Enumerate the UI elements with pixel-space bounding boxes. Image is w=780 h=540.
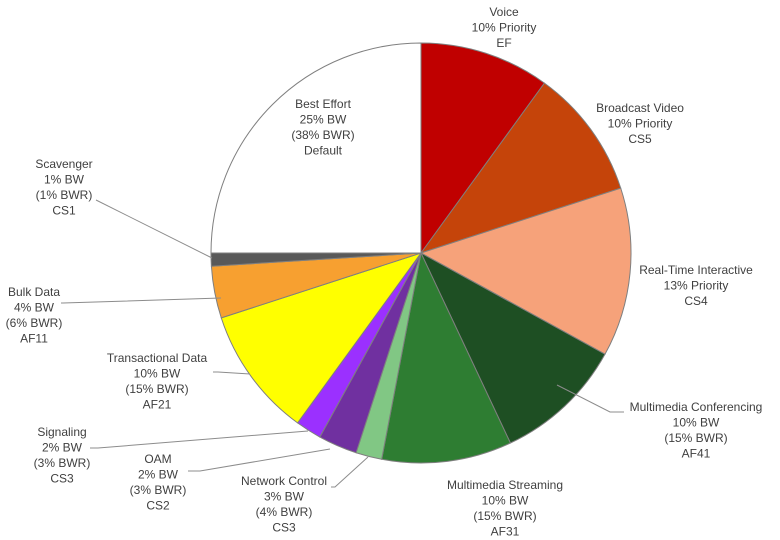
leader-line-5 [331, 456, 369, 488]
leader-lines [61, 199, 624, 488]
slice-label-6: OAM 2% BW (3% BWR) CS2 [130, 452, 187, 513]
pie-slice-0 [420, 42, 546, 255]
slice-label-line: Multimedia Conferencing [630, 400, 763, 414]
slice-label-0: Voice 10% Priority EF [472, 5, 537, 50]
slice-label-line: AF21 [143, 398, 172, 412]
pie-slices [210, 42, 632, 464]
slice-label-line: 10% BW [134, 367, 181, 381]
slice-label-line: 2% BW [138, 468, 179, 482]
slice-label-line: AF31 [491, 525, 520, 539]
slice-label-line: 10% BW [482, 494, 529, 508]
slice-label-line: Best Effort [295, 97, 351, 111]
slice-label-line: CS5 [628, 132, 652, 146]
slice-label-line: (15% BWR) [473, 509, 536, 523]
slice-label-line: AF41 [682, 447, 711, 461]
pie-slice-4 [381, 251, 512, 464]
slice-label-9: Bulk Data 4% BW (6% BWR) AF11 [6, 285, 63, 346]
slice-label-line: CS4 [684, 294, 708, 308]
slice-label-line: (1% BWR) [36, 188, 93, 202]
slice-label-line: 2% BW [42, 441, 83, 455]
slice-label-line: CS3 [272, 521, 296, 535]
slice-label-10: Scavenger 1% BW (1% BWR) CS1 [35, 157, 92, 218]
slice-label-line: 13% Priority [664, 279, 729, 293]
slice-label-line: (15% BWR) [664, 431, 727, 445]
slice-label-line: (38% BWR) [291, 128, 354, 142]
leader-line-7 [90, 430, 309, 449]
leader-line-6 [188, 448, 331, 472]
slice-label-line: (3% BWR) [130, 483, 187, 497]
slice-label-line: CS3 [50, 472, 74, 486]
slice-label-line: EF [496, 36, 511, 50]
slice-label-line: 25% BW [300, 113, 347, 127]
leader-line-10 [95, 199, 213, 259]
slice-label-line: CS1 [52, 204, 76, 218]
slice-label-line: (15% BWR) [125, 382, 188, 396]
slice-label-line: Network Control [241, 474, 327, 488]
slice-label-line: Transactional Data [107, 351, 208, 365]
slice-label-line: Real-Time Interactive [639, 263, 753, 277]
slice-label-line: Signaling [37, 425, 86, 439]
slice-label-line: 10% BW [673, 416, 720, 430]
slice-label-line: Voice [489, 5, 519, 19]
slice-label-3: Multimedia Conferencing 10% BW (15% BWR) AF… [630, 400, 763, 461]
pie-slice-11 [210, 42, 422, 254]
slice-label-line: (6% BWR) [6, 316, 63, 330]
pie-slice-8 [220, 252, 423, 424]
slice-label-line: 3% BW [264, 490, 305, 504]
leader-line-8 [213, 371, 251, 375]
slice-label-line: Broadcast Video [596, 101, 684, 115]
slice-label-line: 1% BW [44, 173, 85, 187]
slice-label-line: (3% BWR) [34, 456, 91, 470]
slice-label-line: AF11 [20, 332, 48, 346]
slice-label-line: (4% BWR) [256, 505, 313, 519]
slice-label-line: 10% Priority [472, 21, 537, 35]
slice-label-5: Network Control 3% BW (4% BWR) CS3 [241, 474, 327, 535]
slice-label-line: Bulk Data [8, 285, 60, 299]
leader-line-3 [556, 384, 624, 413]
slice-label-1: Broadcast Video 10% Priority CS5 [596, 101, 684, 146]
slice-label-line: Scavenger [35, 157, 92, 171]
slice-label-line: CS2 [146, 499, 170, 513]
pie-slice-1 [419, 82, 622, 254]
slice-label-line: OAM [144, 452, 171, 466]
slice-label-8: Transactional Data 10% BW (15% BWR) AF21 [107, 351, 208, 412]
pie-slice-3 [419, 251, 606, 444]
slice-label-line: Multimedia Streaming [447, 478, 563, 492]
slice-label-line: Default [304, 144, 343, 158]
slice-label-11: Best Effort 25% BW (38% BWR) Default [291, 97, 354, 158]
slice-label-line: 10% Priority [608, 117, 673, 131]
pie-slice-2 [419, 187, 632, 355]
slice-label-2: Real-Time Interactive 13% Priority CS4 [639, 263, 753, 308]
slice-label-4: Multimedia Streaming 10% BW (15% BWR) AF31 [447, 478, 563, 539]
slice-label-line: 4% BW [14, 301, 55, 315]
leader-line-9 [61, 297, 222, 304]
slice-label-7: Signaling 2% BW (3% BWR) CS3 [34, 425, 91, 486]
